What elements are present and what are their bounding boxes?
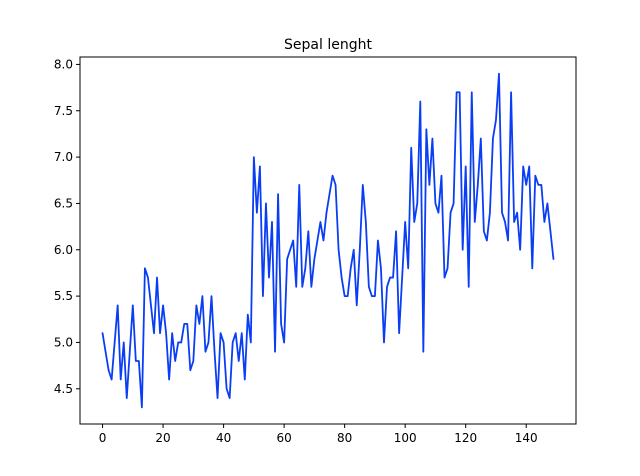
y-tick-label: 5.0 (54, 335, 73, 349)
y-tick-label: 7.0 (54, 150, 73, 164)
series-line-0 (101, 72, 555, 409)
chart-title: Sepal lenght (284, 37, 372, 53)
x-tick-label: 60 (276, 431, 291, 445)
plot-frame (79, 56, 577, 425)
x-tick-label: 20 (155, 431, 170, 445)
y-tick-label: 8.0 (54, 57, 73, 71)
y-axis: 4.5 5.0 5.5 6.0 6.5 7.0 7.5 8.0 (54, 57, 80, 396)
y-tick-label: 5.5 (54, 289, 73, 303)
y-tick-label: 6.0 (54, 243, 73, 257)
x-tick-label: 140 (515, 431, 538, 445)
x-tick-label: 120 (454, 431, 477, 445)
x-axis: 0 20 40 60 80 100 120 140 (99, 424, 538, 445)
x-tick-label: 40 (216, 431, 231, 445)
y-tick-label: 7.5 (54, 104, 73, 118)
x-tick-label: 100 (394, 431, 417, 445)
y-tick-label: 4.5 (54, 382, 73, 396)
x-tick-label: 0 (99, 431, 107, 445)
y-tick-label: 6.5 (54, 196, 73, 210)
x-tick-label: 80 (337, 431, 352, 445)
plot-area (101, 72, 555, 409)
